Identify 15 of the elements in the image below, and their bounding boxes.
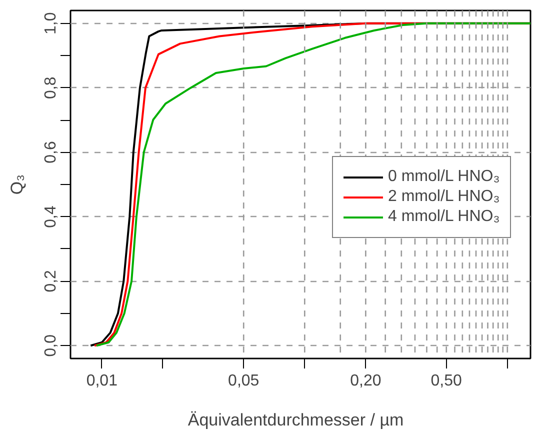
y-tick-label: 0,0 — [42, 334, 60, 357]
x-tick-label: 0,50 — [430, 372, 462, 390]
y-tick-label: 0,2 — [42, 270, 60, 292]
y-tick-label: 0,6 — [42, 141, 60, 164]
x-tick-label: 0,20 — [350, 372, 382, 390]
y-tick-label: 1,0 — [42, 12, 60, 35]
legend-label: 4 mmol/L HNO₃ — [388, 207, 500, 227]
x-axis-title: Äquivalentdurchmesser / µm — [188, 410, 404, 430]
y-axis-title: Q₃ — [8, 174, 26, 195]
legend-label: 0 mmol/L HNO₃ — [388, 167, 500, 187]
y-tick-label: 0,8 — [42, 76, 60, 99]
x-tick-label: 0,01 — [86, 372, 118, 390]
x-tick-label: 0,05 — [228, 372, 260, 390]
y-tick-label: 0,4 — [42, 206, 60, 228]
legend-label: 2 mmol/L HNO₃ — [388, 187, 500, 207]
